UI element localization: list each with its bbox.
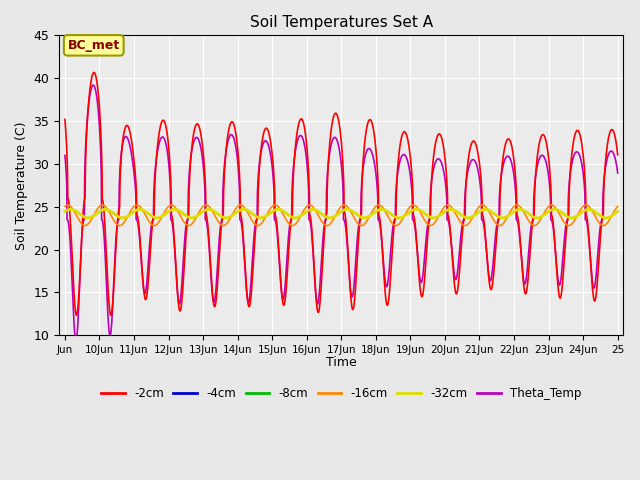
Title: Soil Temperatures Set A: Soil Temperatures Set A xyxy=(250,15,433,30)
Legend: -2cm, -4cm, -8cm, -16cm, -32cm, Theta_Temp: -2cm, -4cm, -8cm, -16cm, -32cm, Theta_Te… xyxy=(97,382,586,404)
X-axis label: Time: Time xyxy=(326,357,356,370)
Text: BC_met: BC_met xyxy=(68,39,120,52)
Y-axis label: Soil Temperature (C): Soil Temperature (C) xyxy=(15,121,28,250)
